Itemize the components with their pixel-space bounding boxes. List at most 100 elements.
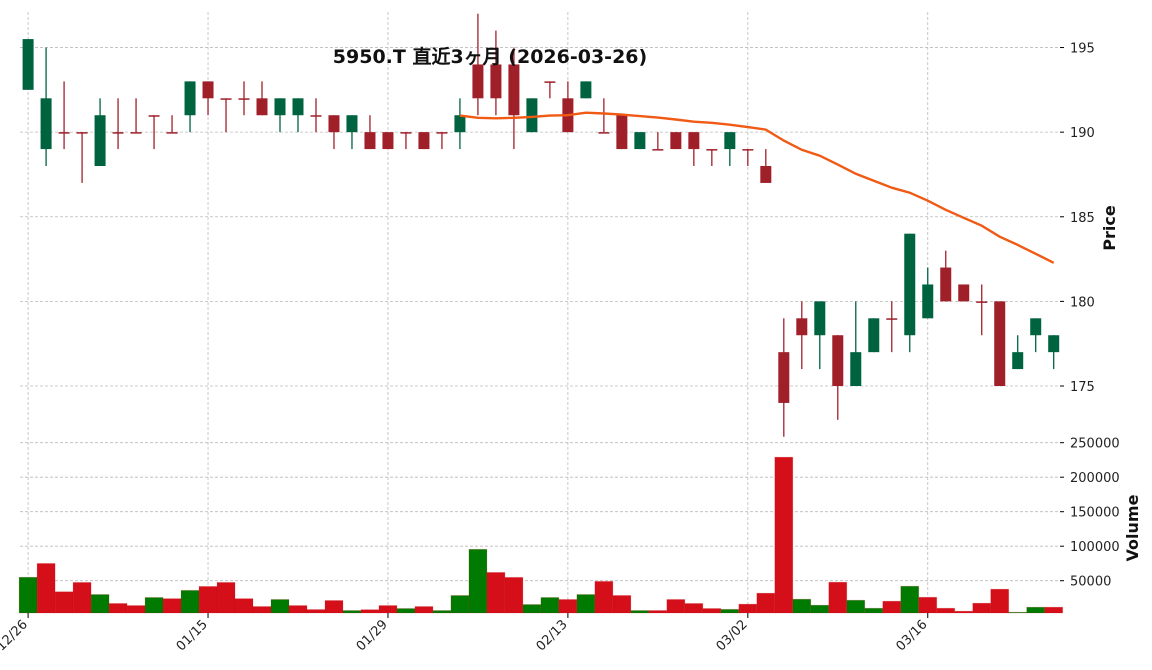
- volume-bar: [900, 585, 920, 614]
- price-tick-label: 185: [1070, 211, 1095, 226]
- candle-body: [886, 318, 898, 320]
- volume-bar: [1026, 606, 1046, 614]
- volume-bar: [846, 599, 866, 614]
- volume-bar: [324, 600, 344, 614]
- candle-body: [598, 132, 610, 134]
- candle-body: [256, 98, 268, 116]
- price-tick-label: 175: [1070, 380, 1095, 395]
- candle-body: [760, 166, 772, 183]
- volume-bar: [540, 596, 560, 614]
- candle-body: [184, 81, 196, 116]
- volume-bar: [252, 606, 272, 614]
- volume-bar: [1044, 606, 1064, 614]
- volume-bar: [468, 548, 488, 614]
- volume-bar: [414, 606, 434, 614]
- volume-bar: [594, 580, 614, 614]
- moving-average: [459, 111, 1055, 264]
- x-tick-label: 01/29: [354, 617, 391, 654]
- candle-body: [940, 267, 952, 302]
- volume-bar: [144, 596, 164, 614]
- candle-body: [994, 301, 1006, 386]
- candle-body: [616, 115, 628, 150]
- volume-bar: [18, 576, 38, 614]
- candle-body: [418, 132, 430, 150]
- candle-body: [688, 132, 700, 150]
- candle-body: [850, 352, 862, 386]
- volume-bar: [360, 609, 380, 614]
- candle-body: [922, 284, 934, 319]
- candle-body: [634, 132, 646, 150]
- volume-bar: [558, 598, 578, 614]
- volume-bars: [18, 456, 1064, 614]
- volume-tick-label: 250000: [1070, 437, 1120, 452]
- volume-bar: [522, 604, 542, 614]
- volume-bar: [342, 610, 362, 614]
- volume-bar: [54, 591, 74, 614]
- price-tick-label: 180: [1070, 295, 1095, 310]
- volume-tick-label: 100000: [1070, 540, 1120, 555]
- x-tick-label: 01/15: [174, 617, 211, 654]
- x-tick-label: 03/02: [714, 617, 751, 654]
- candle-body: [328, 115, 340, 133]
- x-tick-label: 12/26: [0, 617, 31, 654]
- candle-body: [1048, 335, 1060, 353]
- candle-body: [472, 64, 484, 99]
- candle-body: [796, 318, 808, 336]
- candle-body: [58, 132, 70, 134]
- candle-body: [454, 115, 466, 133]
- volume-bar: [576, 594, 596, 614]
- candle-body: [868, 318, 880, 353]
- volume-bar: [936, 607, 956, 614]
- volume-bar: [306, 609, 326, 614]
- volume-bar: [216, 581, 236, 614]
- volume-bar: [270, 598, 290, 614]
- candle-body: [166, 132, 178, 134]
- price-tick-label: 195: [1070, 42, 1095, 57]
- volume-bar: [720, 608, 740, 614]
- volume-bar: [180, 589, 200, 614]
- candle-body: [400, 132, 412, 134]
- volume-bar: [162, 598, 182, 614]
- volume-bar: [504, 576, 524, 614]
- volume-bar: [702, 608, 722, 614]
- candle-body: [526, 98, 538, 133]
- volume-tick-label: 50000: [1070, 575, 1111, 590]
- candle-body: [220, 98, 232, 100]
- candle-body: [544, 81, 556, 83]
- volume-bar: [108, 602, 128, 614]
- candle-body: [292, 98, 304, 116]
- candle-body: [670, 132, 682, 150]
- volume-bar: [756, 592, 776, 614]
- volume-bar: [882, 600, 902, 614]
- price-axis-label: Price: [1100, 205, 1119, 251]
- volume-bar: [450, 594, 470, 614]
- candle-body: [706, 149, 718, 151]
- volume-bar: [954, 610, 974, 614]
- candle-body: [22, 39, 34, 90]
- candle-body: [1030, 318, 1042, 336]
- volume-bar: [990, 588, 1010, 614]
- candle-body: [904, 233, 916, 336]
- candle-body: [274, 98, 286, 116]
- volume-bar: [738, 603, 758, 614]
- candle-body: [112, 132, 124, 134]
- volume-bar: [810, 604, 830, 614]
- volume-bar: [126, 605, 146, 614]
- candle-body: [238, 98, 250, 100]
- candle-body: [814, 301, 826, 336]
- volume-bar: [972, 602, 992, 614]
- volume-bar: [864, 607, 884, 614]
- volume-bar: [378, 605, 398, 614]
- candle-body: [94, 115, 106, 166]
- candle-body: [382, 132, 394, 150]
- volume-bar: [1008, 611, 1028, 614]
- volume-bar: [198, 585, 218, 614]
- chart-title: 5950.T 直近3ヶ月 (2026-03-26): [333, 45, 647, 68]
- volume-bar: [612, 594, 632, 614]
- volume-bar: [630, 610, 650, 614]
- candle-body: [976, 301, 988, 303]
- gridlines: [20, 12, 1060, 613]
- candle-body: [958, 284, 970, 302]
- volume-tick-label: 200000: [1070, 471, 1120, 486]
